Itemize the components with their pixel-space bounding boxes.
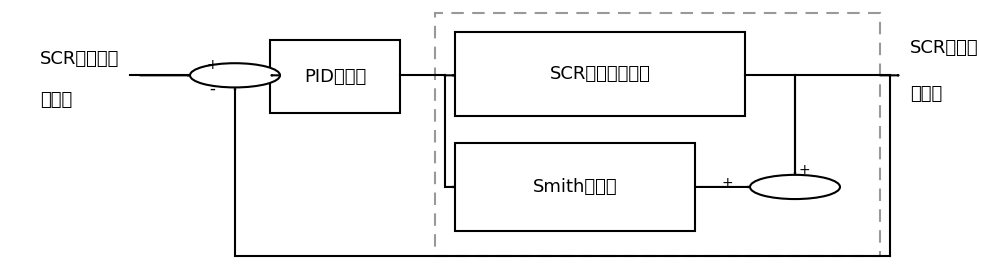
Text: 前温度: 前温度 — [910, 85, 942, 103]
Text: 定温度: 定温度 — [40, 91, 72, 108]
Bar — [435, 13, 880, 256]
Text: -: - — [210, 80, 215, 98]
Bar — [455, 32, 745, 116]
Text: Smith预估器: Smith预估器 — [533, 178, 617, 196]
Text: +: + — [798, 163, 810, 177]
Circle shape — [190, 63, 280, 87]
Text: SCR反应器设: SCR反应器设 — [40, 50, 119, 68]
Text: +: + — [722, 176, 733, 190]
Text: SCR反应器: SCR反应器 — [910, 40, 979, 57]
Bar — [270, 40, 400, 113]
Text: SCR动态温度模型: SCR动态温度模型 — [550, 65, 650, 83]
Circle shape — [750, 175, 840, 199]
Text: +: + — [207, 58, 218, 72]
Bar — [455, 143, 695, 231]
Text: PID控制器: PID控制器 — [304, 68, 366, 86]
